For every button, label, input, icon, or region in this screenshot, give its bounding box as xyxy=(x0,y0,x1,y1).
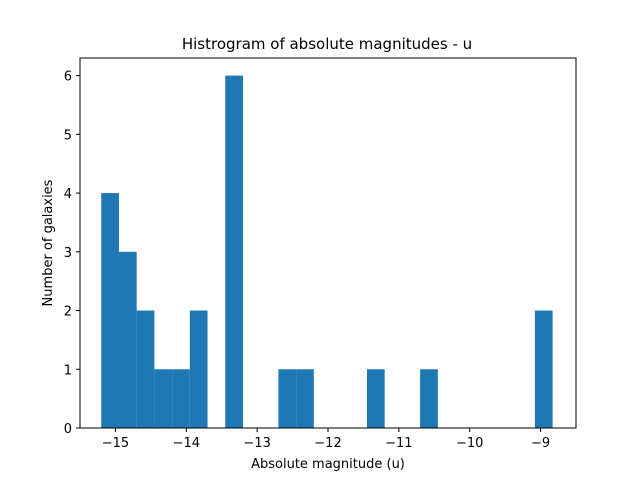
histogram-bar xyxy=(154,369,173,428)
x-tick-label: −12 xyxy=(314,436,341,451)
y-ticks-group: 0 1 2 3 4 5 6 xyxy=(64,70,80,437)
histogram-bar xyxy=(296,369,314,428)
y-tick-label: 1 xyxy=(64,363,72,378)
y-tick-label: 6 xyxy=(64,70,72,85)
x-tick-label: −14 xyxy=(173,436,200,451)
y-tick-label: 0 xyxy=(64,422,72,437)
bars-group xyxy=(101,75,553,429)
x-ticks-group: −15 −14 −13 −12 −11 −10 −9 xyxy=(102,428,550,451)
y-tick-label: 3 xyxy=(64,246,72,261)
chart-title: Histrogram of absolute magnitudes - u xyxy=(182,35,472,53)
histogram-bar xyxy=(278,369,297,428)
y-tick-label: 4 xyxy=(64,187,72,202)
histogram-bar xyxy=(136,310,155,428)
x-tick-label: −9 xyxy=(531,436,550,451)
x-axis-label: Absolute magnitude (u) xyxy=(251,457,405,472)
x-tick-label: −13 xyxy=(243,436,270,451)
histogram-bar xyxy=(189,310,208,428)
x-tick-label: −10 xyxy=(456,436,483,451)
histogram-bar xyxy=(366,369,385,428)
histogram-bar xyxy=(172,369,190,428)
x-tick-label: −11 xyxy=(385,436,412,451)
histogram-bar xyxy=(225,75,243,429)
plot-frame xyxy=(79,57,577,429)
histogram-bar xyxy=(101,193,119,428)
y-axis-label: Number of galaxies xyxy=(41,179,56,306)
x-tick-label: −15 xyxy=(102,436,129,451)
y-tick-label: 2 xyxy=(64,305,72,320)
histogram-bar xyxy=(420,369,438,428)
y-tick-label: 5 xyxy=(64,128,72,143)
histogram-bar xyxy=(118,251,137,428)
histogram-bar xyxy=(534,310,553,428)
